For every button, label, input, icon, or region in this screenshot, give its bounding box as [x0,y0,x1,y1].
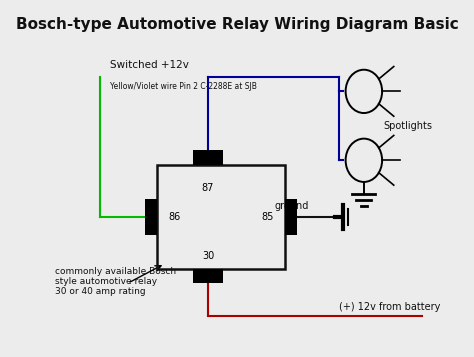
Text: commonly available Bosch
style automotive relay
30 or 40 amp rating: commonly available Bosch style automotiv… [55,267,176,296]
Bar [193,268,223,283]
Text: 86: 86 [168,212,181,222]
Text: Bosch-type Automotive Relay Wiring Diagram Basic: Bosch-type Automotive Relay Wiring Diagr… [16,17,458,32]
Bar [145,199,156,235]
Text: Yellow/Violet wire Pin 2 C-2288E at SJB: Yellow/Violet wire Pin 2 C-2288E at SJB [110,81,257,91]
Text: Switched +12v: Switched +12v [110,60,189,70]
Text: (+) 12v from battery: (+) 12v from battery [339,302,440,312]
Bar [156,165,285,268]
Text: ground: ground [274,201,309,211]
Text: 85: 85 [261,212,273,222]
Text: 87: 87 [202,183,214,193]
Bar [193,150,223,165]
Text: Spotlights: Spotlights [384,121,433,131]
Text: 30: 30 [202,251,214,261]
Bar [285,199,297,235]
